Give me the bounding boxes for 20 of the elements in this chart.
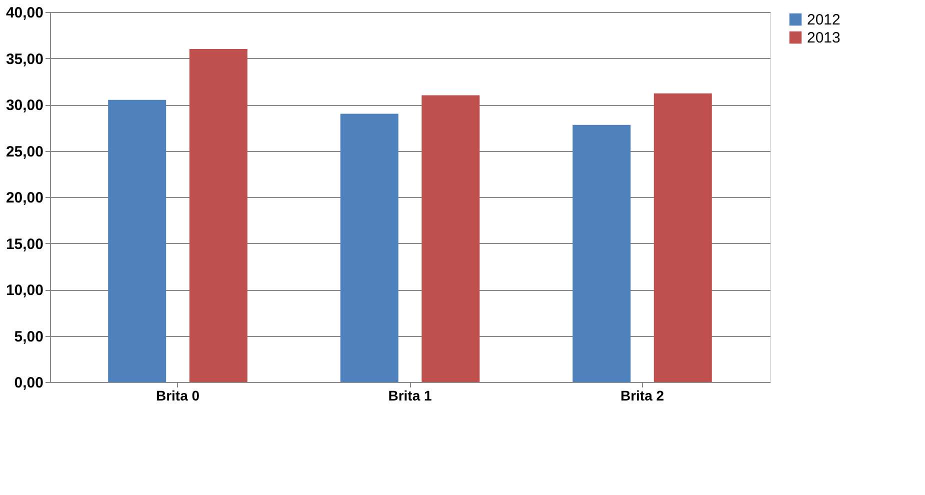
y-tick-label: 25,00 (6, 143, 44, 160)
bar (108, 100, 166, 382)
x-tick-label: Brita 1 (388, 388, 432, 404)
bar (572, 124, 631, 382)
x-tick-label: Brita 2 (620, 388, 664, 404)
bar (654, 93, 712, 382)
x-tick-label: Brita 0 (156, 388, 200, 404)
y-tick-label: 30,00 (6, 97, 44, 114)
legend-label: 2013 (807, 30, 840, 46)
y-tick-label: 40,00 (6, 4, 44, 22)
y-tick-label: 35,00 (6, 50, 44, 68)
bar (340, 114, 398, 382)
y-tick-label: 15,00 (6, 236, 44, 253)
y-tick-label: 20,00 (6, 190, 44, 206)
bar (422, 95, 480, 382)
y-tick-label: 10,00 (6, 282, 44, 299)
y-tick-label: 0,00 (14, 374, 44, 392)
y-tick-label: 5,00 (14, 328, 44, 346)
bar (189, 49, 248, 382)
legend-label: 2012 (807, 12, 840, 28)
